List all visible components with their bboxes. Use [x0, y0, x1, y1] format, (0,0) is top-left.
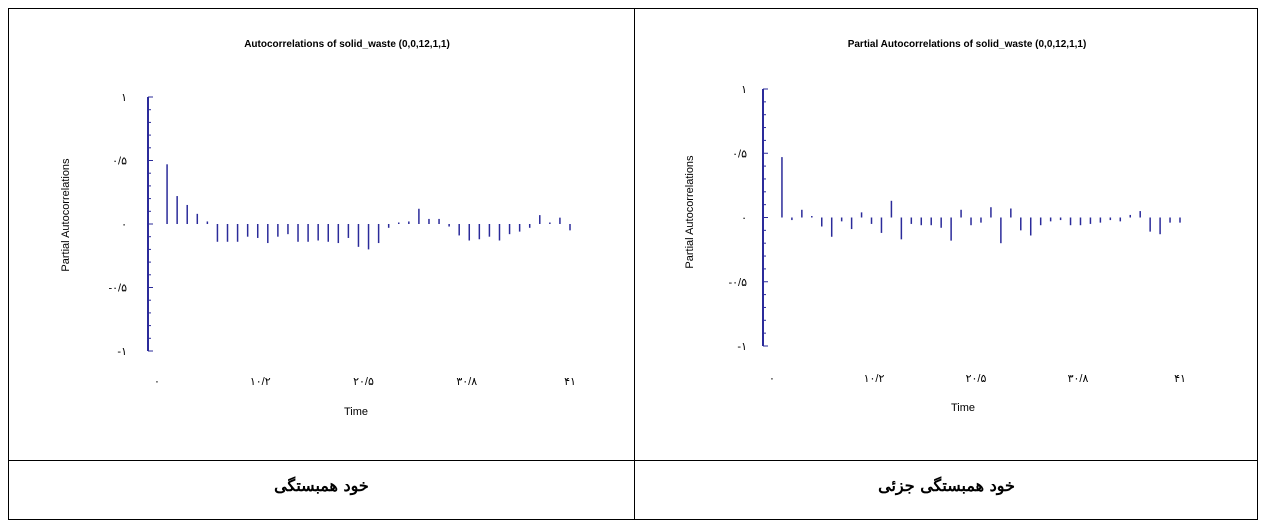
figure-table: Autocorrelations of solid_waste (0,0,12,…	[8, 8, 1258, 520]
y-tick-label: -۱	[737, 341, 747, 353]
x-tick-label: ۴۱	[564, 376, 576, 388]
y-tick-label: -۰/۵	[108, 283, 127, 295]
x-tick-label: ۰	[154, 376, 160, 388]
x-tick-label: ۰	[769, 373, 775, 385]
y-axis-label: Partial Autocorrelations	[684, 155, 696, 269]
y-tick-label: -۰/۵	[728, 277, 747, 289]
y-tick-label: -۱	[117, 346, 127, 358]
y-tick-label: ۰/۵	[732, 148, 747, 160]
x-tick-label: ۳۰/۸	[456, 376, 477, 388]
acf-caption: خود همبستگی	[274, 476, 369, 495]
pacf-chart: Partial Autocorrelations of solid_waste …	[684, 39, 1186, 414]
chart-title: Autocorrelations of solid_waste (0,0,12,…	[244, 39, 450, 50]
y-tick-label: ۰/۵	[112, 156, 127, 168]
x-tick-label: ۲۰/۵	[353, 376, 374, 388]
y-tick-label: ۱	[121, 92, 127, 104]
x-tick-label: ۳۰/۸	[1068, 373, 1089, 385]
y-tick-label: ۱	[741, 84, 747, 96]
plot-area: -۱ -۰/۵ ۰ ۰/۵ ۱ ۰ ۱۰/۲ ۲۰/۵ ۳۰/۸ ۴۱	[728, 84, 1185, 385]
plot-area: -۱ -۰/۵ ۰ ۰/۵ ۱ ۰ ۱۰/۲ ۲۰/۵ ۳۰/۸ ۴۱	[108, 92, 575, 388]
x-axis-label: Time	[951, 402, 975, 414]
x-axis-label: Time	[344, 406, 368, 418]
x-tick-label: ۴۱	[1174, 373, 1186, 385]
acf-chart: Autocorrelations of solid_waste (0,0,12,…	[60, 39, 576, 418]
chart-title: Partial Autocorrelations of solid_waste …	[848, 39, 1087, 50]
x-tick-label: ۱۰/۲	[250, 376, 271, 388]
pacf-caption: خود همبستگی جزئی	[878, 476, 1015, 495]
row-divider	[9, 460, 1257, 461]
column-divider	[634, 9, 635, 519]
x-tick-label: ۲۰/۵	[966, 373, 987, 385]
y-axis-label: Partial Autocorrelations	[60, 158, 72, 272]
y-tick-label: ۰	[121, 219, 127, 231]
y-tick-label: ۰	[741, 213, 747, 225]
x-tick-label: ۱۰/۲	[864, 373, 885, 385]
